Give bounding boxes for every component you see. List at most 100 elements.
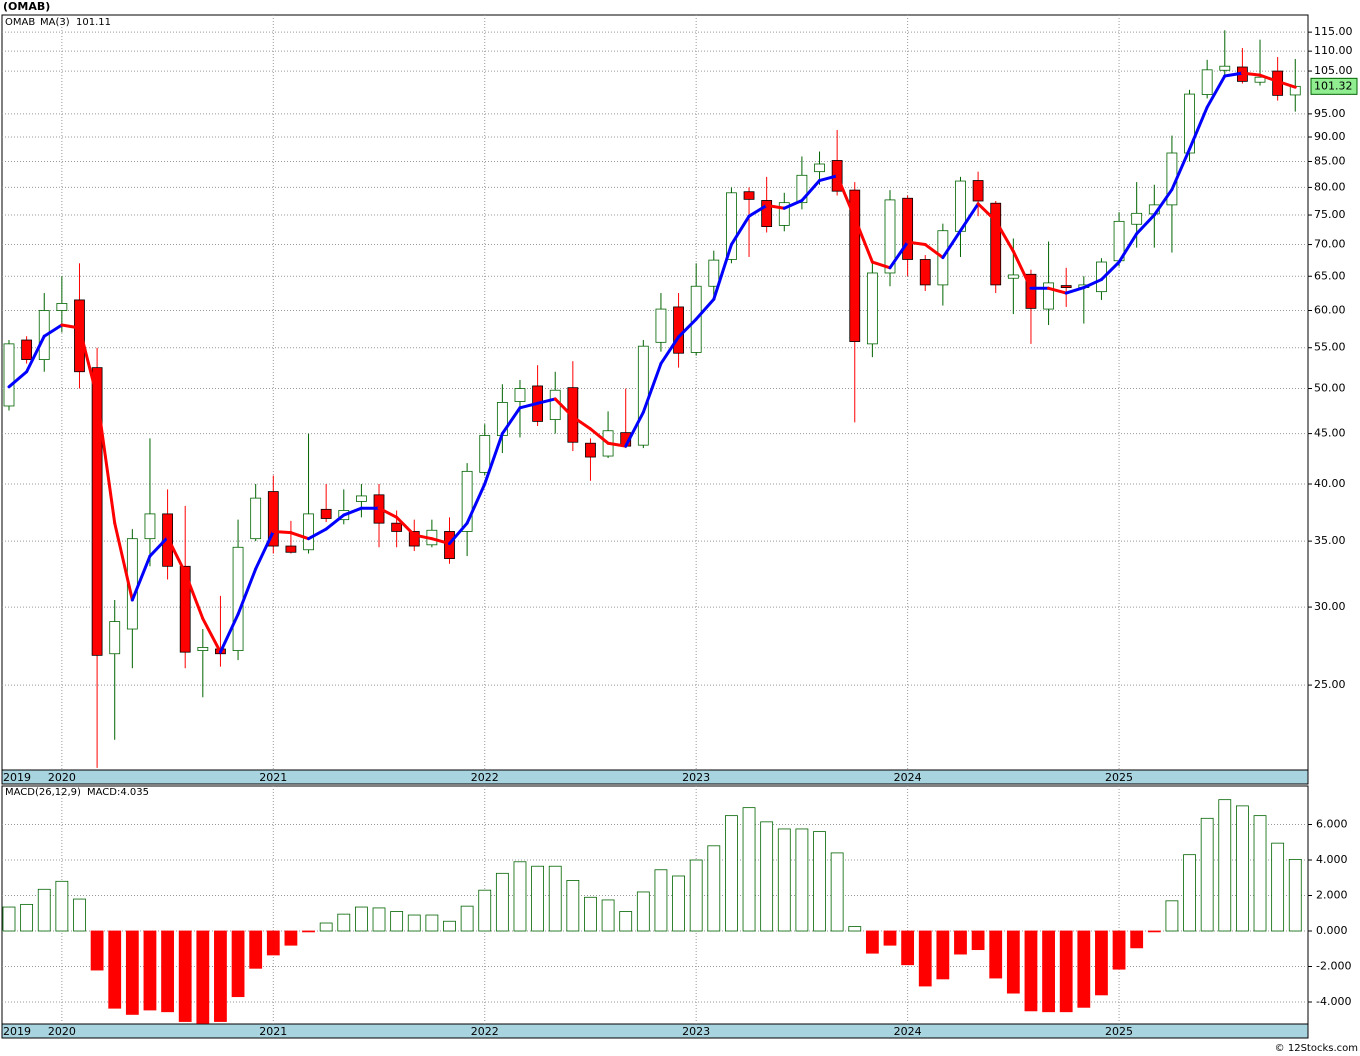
ma-line [25,334,46,374]
ma-line [835,174,857,220]
ma-line [183,571,205,621]
legend-symbol: OMAB [5,17,35,28]
y-tick-label: 2.000 [1316,889,1348,902]
macd-bar [1006,930,1020,994]
ma-line [694,297,716,321]
macd-bar [214,930,227,1022]
y-tick-label: 50.00 [1314,382,1346,395]
candle-body [391,522,403,532]
macd-bar [1042,930,1055,1013]
y-tick-label: 0.000 [1316,924,1348,937]
candle-body [74,299,85,373]
ma-line [77,326,99,399]
candle-body [1043,282,1054,310]
candle-body [673,306,684,354]
macd-bar [1200,817,1214,932]
macd-bar [20,903,34,932]
ma-line [765,203,786,210]
candle-body [726,192,737,260]
macd-bar [813,831,826,932]
macd-bar [108,930,122,1009]
macd-bar [548,865,562,932]
ma-line [166,535,187,575]
ma-line [571,415,592,431]
y-tick-label: 75.00 [1314,208,1346,221]
macd-bar [1165,900,1179,932]
date-strip [1,769,1309,785]
ma-line [1276,79,1297,89]
macd-bar [1147,930,1161,933]
candle-body [109,621,121,655]
ma-line [148,535,170,558]
candle-body [91,367,103,656]
panel-frame [1,14,1309,771]
macd-bar [584,896,597,932]
macd-bar [495,872,509,932]
x-tick-label: 2024 [894,771,922,784]
ma-line [1152,188,1174,217]
ma-line [923,243,945,260]
macd-bar [936,930,950,980]
macd-bar [1112,930,1126,970]
ma-line [1117,232,1139,264]
y-tick-label: 40.00 [1314,477,1346,490]
macd-bar [337,913,351,932]
candle-body [179,565,191,653]
macd-bar [266,930,280,956]
candle-body [778,202,790,226]
macd-bar [55,880,69,932]
ma-line [113,521,134,602]
candle-body [902,197,914,260]
candle-body [1219,65,1231,71]
y-tick-label: 6.000 [1316,818,1348,831]
macd-bar [883,930,897,946]
candle-body [303,513,314,551]
macd-bar [760,821,774,932]
ma-line [729,214,751,247]
candle-body [1184,93,1195,154]
macd-bar [1130,930,1144,949]
macd-bar [1218,799,1232,932]
ma-line [130,554,152,602]
ma-line [42,323,64,338]
macd-bar [1183,854,1196,932]
ma-line [448,521,469,546]
candle-body [849,189,861,342]
ma-line [677,317,698,339]
ma-line [1188,105,1209,151]
ma-line [976,202,998,223]
macd-bar [725,815,738,932]
macd-bar [354,906,368,932]
last-price-label: 101.32 [1314,79,1353,92]
ma-line [1223,71,1244,78]
macd-bar [390,911,404,932]
candle-body [1060,285,1072,288]
x-tick-label: 2023 [682,1025,710,1038]
x-tick-label: 2019 [3,771,31,784]
macd-bar [531,865,544,932]
ma-line [465,482,487,525]
ma-line [483,432,504,486]
ma-line [606,441,628,448]
macd-bar [372,907,386,932]
macd-bar [513,861,527,932]
ma-line [1082,278,1103,290]
ma-line [500,406,522,436]
candle-body [1131,212,1143,225]
macd-bar [73,898,86,932]
macd-bar [1024,930,1038,1012]
legend-macd-value: MACD:4.035 [87,787,149,798]
ma-line [271,529,293,535]
y-tick-label: 110.00 [1314,44,1353,57]
ma-line [747,203,769,218]
macd-bar [971,930,985,951]
candle-body [884,199,896,274]
ma-line [377,506,399,519]
legend-ma: MA(3) [40,17,70,28]
macd-bar [302,930,315,933]
date-strip [1,1023,1309,1039]
candle-body [1254,76,1266,83]
candle-body [197,647,209,651]
macd-bar [954,930,967,955]
ma-line [1135,213,1156,236]
